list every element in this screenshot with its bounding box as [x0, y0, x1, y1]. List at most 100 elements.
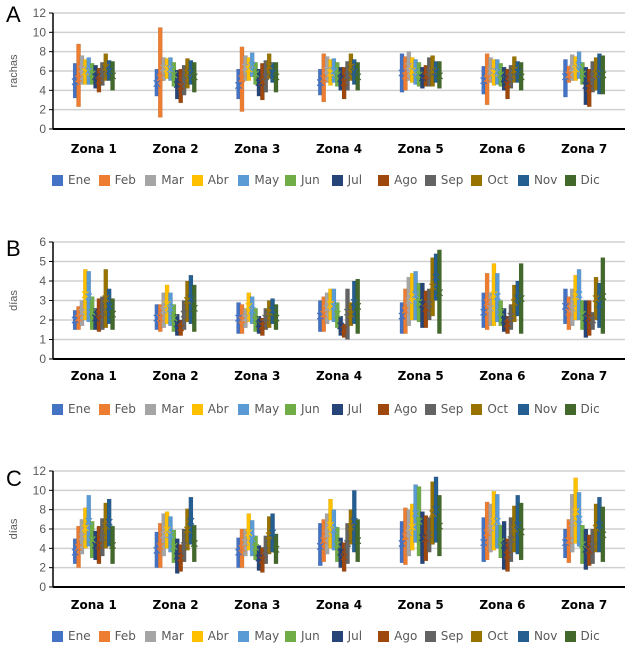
- mean-marker-nov: [595, 521, 604, 529]
- legend-label: Sep: [440, 173, 464, 187]
- mean-marker-ene: [561, 302, 570, 310]
- mean-marker-dic: [517, 528, 525, 536]
- mean-marker-ene: [316, 542, 324, 550]
- y-tick-label: 0: [39, 122, 46, 136]
- legend-item-nov: Nov: [517, 173, 565, 187]
- y-tick-label: 1: [39, 333, 46, 347]
- legend-swatch: [284, 403, 296, 415]
- mean-marker-feb: [565, 537, 573, 545]
- mean-marker-ago: [503, 320, 512, 328]
- mean-marker-dic: [517, 73, 525, 81]
- mean-marker-jul: [173, 80, 181, 89]
- mean-marker-oct: [183, 69, 192, 77]
- mean-marker-may: [330, 526, 338, 534]
- mean-marker-dic: [599, 71, 607, 79]
- legend-label: Jul: [347, 629, 363, 643]
- x-category-label: Zona 1: [71, 598, 117, 612]
- mean-marker-dic: [108, 72, 117, 80]
- mean-marker-jul: [582, 314, 590, 322]
- legend-item-oct: Oct: [471, 629, 518, 643]
- mean-marker-may: [248, 535, 256, 543]
- mean-marker-ene: [234, 81, 243, 90]
- panel-letter: C: [6, 466, 22, 491]
- mean-marker-may: [575, 61, 583, 69]
- mean-marker-feb: [238, 544, 246, 552]
- mean-marker-oct: [347, 310, 355, 318]
- mean-marker-abr: [245, 529, 253, 537]
- mean-marker-dic: [272, 73, 280, 81]
- mean-marker-sep: [507, 536, 515, 544]
- legend-label: Oct: [487, 629, 509, 643]
- mean-marker-nov: [514, 294, 522, 303]
- y-tick-label: 10: [33, 25, 47, 39]
- mean-marker-dic: [354, 537, 362, 545]
- mean-marker-ago: [95, 310, 103, 318]
- legend-item-nov: Nov: [517, 402, 565, 416]
- chart-b-legend: Ene Feb Mar Abr May Jun Jul Ago Sep Oct Nov Dic: [52, 402, 632, 416]
- x-category-label: Zona 2: [153, 598, 199, 612]
- mean-marker-may: [248, 61, 256, 69]
- mean-marker-jul: [337, 548, 345, 556]
- x-category-label: Zona 3: [234, 369, 280, 383]
- mean-marker-ene: [398, 312, 406, 320]
- mean-marker-mar: [241, 63, 249, 71]
- mean-marker-nov: [595, 300, 604, 308]
- legend-item-jul: Jul: [331, 402, 379, 416]
- mean-marker-ene: [561, 73, 570, 81]
- mean-marker-ago: [340, 326, 348, 334]
- chart-a-plot: 0 2 4 6 8 10 12 rachas Zona 1 Zona 2 Zona 3 Zona 4 Z…: [8, 6, 625, 156]
- range-bar-jun: [335, 302, 340, 328]
- mean-marker-abr: [326, 300, 335, 308]
- mean-marker-ene: [71, 316, 79, 324]
- mean-marker-ene: [153, 79, 161, 88]
- mean-marker-ago: [585, 314, 593, 322]
- mean-marker-dic: [190, 304, 198, 312]
- legend-item-dic: Dic: [564, 629, 612, 643]
- mean-marker-feb: [320, 75, 328, 83]
- mean-marker-ago: [177, 82, 185, 91]
- legend-item-mar: Mar: [145, 629, 192, 643]
- mean-marker-sep: [343, 308, 352, 316]
- mean-marker-oct: [592, 70, 600, 78]
- mean-marker-feb: [238, 75, 246, 83]
- legend-item-ene: Ene: [52, 402, 99, 416]
- mean-marker-may: [85, 517, 93, 525]
- mean-marker-dic: [190, 73, 198, 81]
- mean-marker-may: [85, 293, 93, 301]
- mean-marker-jun: [415, 517, 423, 525]
- mean-marker-nov: [514, 521, 522, 529]
- mean-marker-oct: [347, 63, 355, 71]
- legend-item-oct: Oct: [471, 402, 518, 416]
- mean-marker-ago: [585, 84, 593, 92]
- y-tick-label: 4: [39, 83, 46, 97]
- mean-marker-ene: [316, 312, 324, 320]
- mean-marker-nov: [268, 306, 277, 314]
- legend-label: Nov: [533, 629, 558, 643]
- legend-label: Ago: [394, 173, 418, 187]
- legend-swatch: [98, 630, 110, 642]
- mean-marker-dic: [190, 539, 198, 548]
- mean-marker-may: [166, 304, 175, 312]
- mean-marker-sep: [262, 546, 270, 554]
- mean-marker-jul: [255, 320, 263, 328]
- legend-label: Jun: [300, 173, 320, 187]
- mean-marker-ago: [177, 324, 185, 332]
- range-bar-dic: [600, 257, 606, 334]
- chart-c-plot: 0 2 4 6 8 10 12 días Zona 1 Zona 2 Zona 3 Zona 4 Zon…: [8, 464, 625, 612]
- y-tick-label: 2: [39, 561, 46, 575]
- mean-marker-jun: [88, 536, 96, 544]
- x-category-label: Zona 7: [561, 598, 607, 612]
- mean-marker-may: [166, 531, 175, 539]
- mean-marker-mar: [78, 308, 86, 316]
- mean-marker-feb: [320, 310, 328, 318]
- legend-swatch: [564, 403, 576, 415]
- range-bar-dic: [273, 304, 279, 330]
- mean-marker-mar: [160, 531, 168, 539]
- mean-marker-feb: [401, 306, 410, 314]
- legend-label: Abr: [207, 173, 229, 187]
- mean-marker-dic: [354, 302, 362, 310]
- mean-marker-jun: [415, 298, 423, 307]
- legend-item-ene: Ene: [52, 629, 99, 643]
- mean-marker-abr: [163, 65, 171, 73]
- legend-item-may: May: [238, 173, 285, 187]
